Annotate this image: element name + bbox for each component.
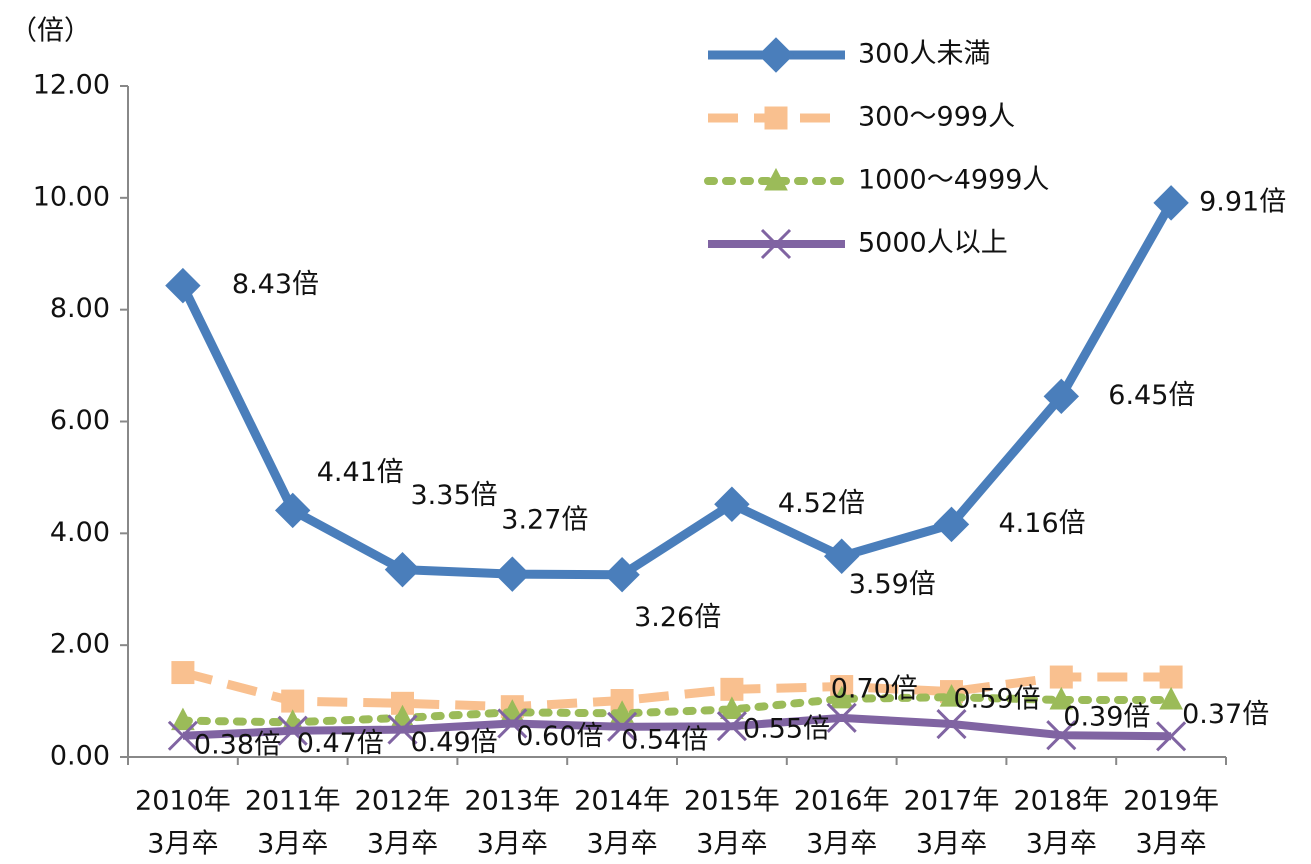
point <box>1156 721 1187 752</box>
x-tick-label: 3月卒 <box>367 829 438 860</box>
legend-marker <box>758 37 794 73</box>
point <box>1049 686 1074 710</box>
data-label: 3.27倍 <box>501 505 588 536</box>
x-tick-label: 2018年 <box>1013 786 1109 817</box>
data-label: 0.70倍 <box>831 673 918 704</box>
x-tick-label: 2011年 <box>245 786 341 817</box>
point <box>1153 185 1189 221</box>
data-label: 0.49倍 <box>411 727 498 758</box>
data-label: 4.16倍 <box>999 508 1086 539</box>
y-tick-label: 6.00 <box>50 405 110 436</box>
data-label: 0.38倍 <box>194 729 281 760</box>
point <box>720 696 744 719</box>
x-tick-label: 2012年 <box>355 786 451 817</box>
legend-marker <box>760 228 792 260</box>
point <box>604 557 640 593</box>
point <box>171 661 195 685</box>
point <box>387 714 418 745</box>
legend-label: 5000人以上 <box>858 228 1008 259</box>
data-label: 3.35倍 <box>411 480 498 511</box>
point <box>274 492 311 529</box>
data-label: 0.39倍 <box>1063 702 1150 733</box>
point <box>607 711 638 742</box>
x-tick-label: 2019年 <box>1123 786 1219 817</box>
series-line <box>181 668 1172 712</box>
data-label: 0.59倍 <box>954 684 1041 715</box>
point <box>716 711 747 742</box>
point <box>497 708 528 739</box>
point <box>610 700 634 723</box>
data-label: 8.43倍 <box>232 269 319 300</box>
y-tick-label: 8.00 <box>50 293 110 324</box>
data-label: 0.37倍 <box>1182 699 1269 730</box>
legend-label: 300人未満 <box>858 39 991 70</box>
x-tick-label: 2014年 <box>574 786 670 817</box>
data-label: 4.52倍 <box>778 488 865 519</box>
series-line <box>178 200 1176 580</box>
x-tick-label: 3月卒 <box>147 829 218 860</box>
data-label: 6.45倍 <box>1108 380 1195 411</box>
legend-marker <box>764 167 788 191</box>
series-line <box>182 713 1172 741</box>
data-label: 9.91倍 <box>1199 186 1286 217</box>
x-tick-label: 2013年 <box>464 786 560 817</box>
point <box>1043 378 1080 415</box>
data-label: 0.60倍 <box>516 721 603 752</box>
point <box>936 708 967 740</box>
point <box>826 702 857 733</box>
x-tick-label: 3月卒 <box>696 829 767 860</box>
y-tick-label: 12.00 <box>33 70 110 101</box>
y-tick-label: 10.00 <box>33 181 110 212</box>
x-tick-label: 3月卒 <box>1026 829 1097 860</box>
data-label: 0.55倍 <box>743 714 830 745</box>
point <box>939 684 964 707</box>
x-tick-label: 3月卒 <box>257 829 328 860</box>
point <box>714 486 750 522</box>
x-tick-label: 2017年 <box>904 786 1000 817</box>
y-tick-label: 2.00 <box>50 629 110 660</box>
point <box>171 707 195 731</box>
point <box>494 556 531 592</box>
y-unit-label: （倍） <box>10 16 91 47</box>
point <box>1159 686 1183 710</box>
point <box>384 551 421 588</box>
point <box>165 267 201 304</box>
x-tick-label: 2015年 <box>684 786 780 817</box>
data-label: 0.47倍 <box>297 728 384 759</box>
legend-marker <box>764 106 788 130</box>
point <box>281 689 305 713</box>
data-label: 3.26倍 <box>634 602 721 633</box>
data-label: 0.54倍 <box>621 724 708 755</box>
point <box>167 720 198 751</box>
point <box>933 506 970 543</box>
point <box>277 715 308 746</box>
y-tick-label: 0.00 <box>50 741 110 772</box>
series-line <box>178 693 1176 727</box>
x-tick-label: 3月卒 <box>477 829 548 860</box>
legend-label: 300～999人 <box>858 102 1015 133</box>
point <box>1159 665 1183 689</box>
point <box>823 538 860 574</box>
x-tick-label: 3月卒 <box>806 829 877 860</box>
data-label: 3.59倍 <box>849 569 936 600</box>
y-tick-label: 4.00 <box>50 517 110 548</box>
point <box>829 685 854 709</box>
x-tick-label: 2016年 <box>794 786 890 817</box>
x-tick-label: 3月卒 <box>1136 829 1207 860</box>
x-tick-label: 3月卒 <box>587 829 658 860</box>
legend-label: 1000～4999人 <box>858 165 1049 196</box>
x-tick-label: 2010年 <box>135 786 231 817</box>
point <box>1046 720 1077 751</box>
point <box>1049 665 1073 689</box>
x-tick-label: 3月卒 <box>916 829 987 860</box>
data-label: 4.41倍 <box>317 457 404 488</box>
